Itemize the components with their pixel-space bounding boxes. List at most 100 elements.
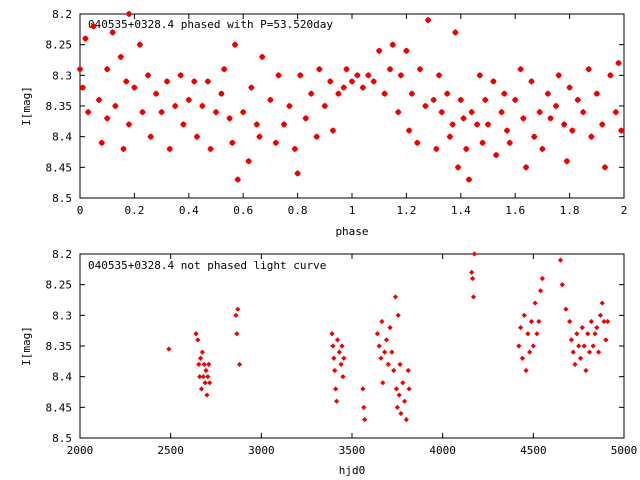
unphased-chart-point <box>205 374 211 380</box>
phased-chart-xtick-label: 1.6 <box>505 204 525 217</box>
phased-chart-point <box>490 78 497 85</box>
unphased-chart-point <box>361 404 367 410</box>
phased-chart-point <box>566 84 573 91</box>
unphased-chart-point <box>394 404 400 410</box>
phased-chart-point <box>438 108 445 116</box>
unphased-chart-point <box>201 361 207 367</box>
phased-chart-point <box>370 78 377 85</box>
unphased-chart-point <box>539 275 545 282</box>
phased-chart-point <box>79 84 86 91</box>
unphased-chart-point <box>336 349 342 355</box>
phased-chart-point <box>446 133 454 140</box>
phased-chart-point <box>403 47 410 54</box>
unphased-chart-point <box>536 318 542 325</box>
phased-chart-ytick-label: 8.35 <box>46 100 73 113</box>
phased-chart-point <box>618 127 625 134</box>
phased-chart-point <box>123 78 130 85</box>
phased-chart-point <box>286 102 293 110</box>
unphased-chart-point <box>572 361 578 367</box>
phased-chart-point <box>348 78 356 85</box>
unphased-chart-point <box>470 294 477 300</box>
phased-chart-frame <box>79 13 625 199</box>
unphased-chart-point <box>586 349 593 355</box>
unphased-chart-xtick-label: 5000 <box>611 444 638 457</box>
unphased-chart-point <box>406 386 412 392</box>
unphased-chart-point <box>567 318 573 325</box>
unphased-chart-point <box>516 343 522 349</box>
phased-chart-xtick-label: 0.4 <box>179 204 199 217</box>
phased-chart-point <box>297 72 304 79</box>
phased-chart-point <box>321 102 328 110</box>
phased-chart-ylabel: I[mag] <box>20 86 33 126</box>
unphased-chart-point <box>206 361 212 367</box>
phased-chart-point <box>528 78 535 85</box>
phased-chart-point <box>555 72 562 79</box>
unphased-chart-point <box>340 374 346 380</box>
phased-chart-point <box>574 96 581 104</box>
phased-chart-point <box>207 145 214 153</box>
phased-chart-point <box>240 108 247 116</box>
unphased-chart-point <box>197 374 203 380</box>
phased-chart-point <box>465 176 473 183</box>
phased-chart-point <box>424 16 432 24</box>
unphased-chart-point <box>383 337 390 343</box>
phased-chart-point <box>82 35 89 42</box>
phased-chart-point <box>316 66 323 73</box>
phased-chart-point <box>218 90 225 97</box>
unphased-chart-point <box>235 306 241 312</box>
unphased-chart-xlabel: hjd0 <box>339 464 366 477</box>
phased-chart-point <box>585 66 592 73</box>
unphased-chart-xtick-label: 4500 <box>520 444 547 457</box>
unphased-chart-point <box>329 331 335 337</box>
unphased-chart-point <box>331 355 337 361</box>
unphased-chart-xtick-label: 3000 <box>248 444 275 457</box>
phased-chart: 040535+0328.4 phased with P=53.520day ph… <box>20 8 627 238</box>
phased-chart-ytick-label: 8.5 <box>52 192 72 205</box>
unphased-chart-point <box>333 398 340 404</box>
unphased-chart-ylabel: I[mag] <box>20 326 33 366</box>
phased-chart-point <box>433 145 440 153</box>
phased-chart-ytick-label: 8.45 <box>46 161 73 174</box>
phased-chart-point <box>253 121 260 128</box>
unphased-chart-point <box>525 331 531 337</box>
unphased-chart-point <box>330 343 336 349</box>
phased-chart-point <box>327 78 334 85</box>
phased-chart-point <box>430 96 437 104</box>
unphased-chart-point <box>405 367 411 374</box>
phased-chart-point <box>84 108 92 116</box>
unphased-chart-point <box>568 337 575 343</box>
phased-chart-point <box>275 72 282 79</box>
unphased-chart-point <box>203 367 209 374</box>
unphased-chart-point <box>332 367 338 374</box>
phased-chart-point <box>479 139 486 146</box>
unphased-chart-point <box>393 386 400 392</box>
unphased-chart-point <box>519 355 526 361</box>
unphased-chart-point <box>199 349 205 355</box>
unphased-chart-points <box>166 251 611 423</box>
phased-chart-point <box>422 102 429 110</box>
phased-chart-point <box>435 72 443 79</box>
unphased-chart-point <box>534 331 540 337</box>
unphased-chart-point <box>374 331 380 337</box>
phased-chart-point <box>476 72 484 79</box>
unphased-chart-point <box>523 367 529 374</box>
unphased-chart-point <box>360 386 366 392</box>
phased-chart-xtick-label: 0.6 <box>233 204 253 217</box>
phased-chart-point <box>291 145 299 153</box>
phased-chart-point <box>147 133 154 140</box>
phased-chart-point <box>473 121 481 128</box>
phased-chart-point <box>256 133 263 140</box>
phased-chart-point <box>112 102 119 110</box>
unphased-chart-point <box>379 318 385 325</box>
unphased-chart-point <box>570 349 576 355</box>
phased-chart-point <box>280 121 288 128</box>
unphased-chart-point <box>200 374 206 380</box>
phased-chart-point <box>607 72 614 79</box>
phased-chart-point <box>599 121 606 128</box>
unphased-chart-point <box>537 288 544 294</box>
phased-chart-point <box>95 96 103 104</box>
phased-chart-point <box>386 66 394 73</box>
phased-chart-ytick-label: 8.2 <box>52 8 72 21</box>
phased-chart-point <box>536 108 543 116</box>
phased-chart-xtick-label: 0.8 <box>288 204 308 217</box>
